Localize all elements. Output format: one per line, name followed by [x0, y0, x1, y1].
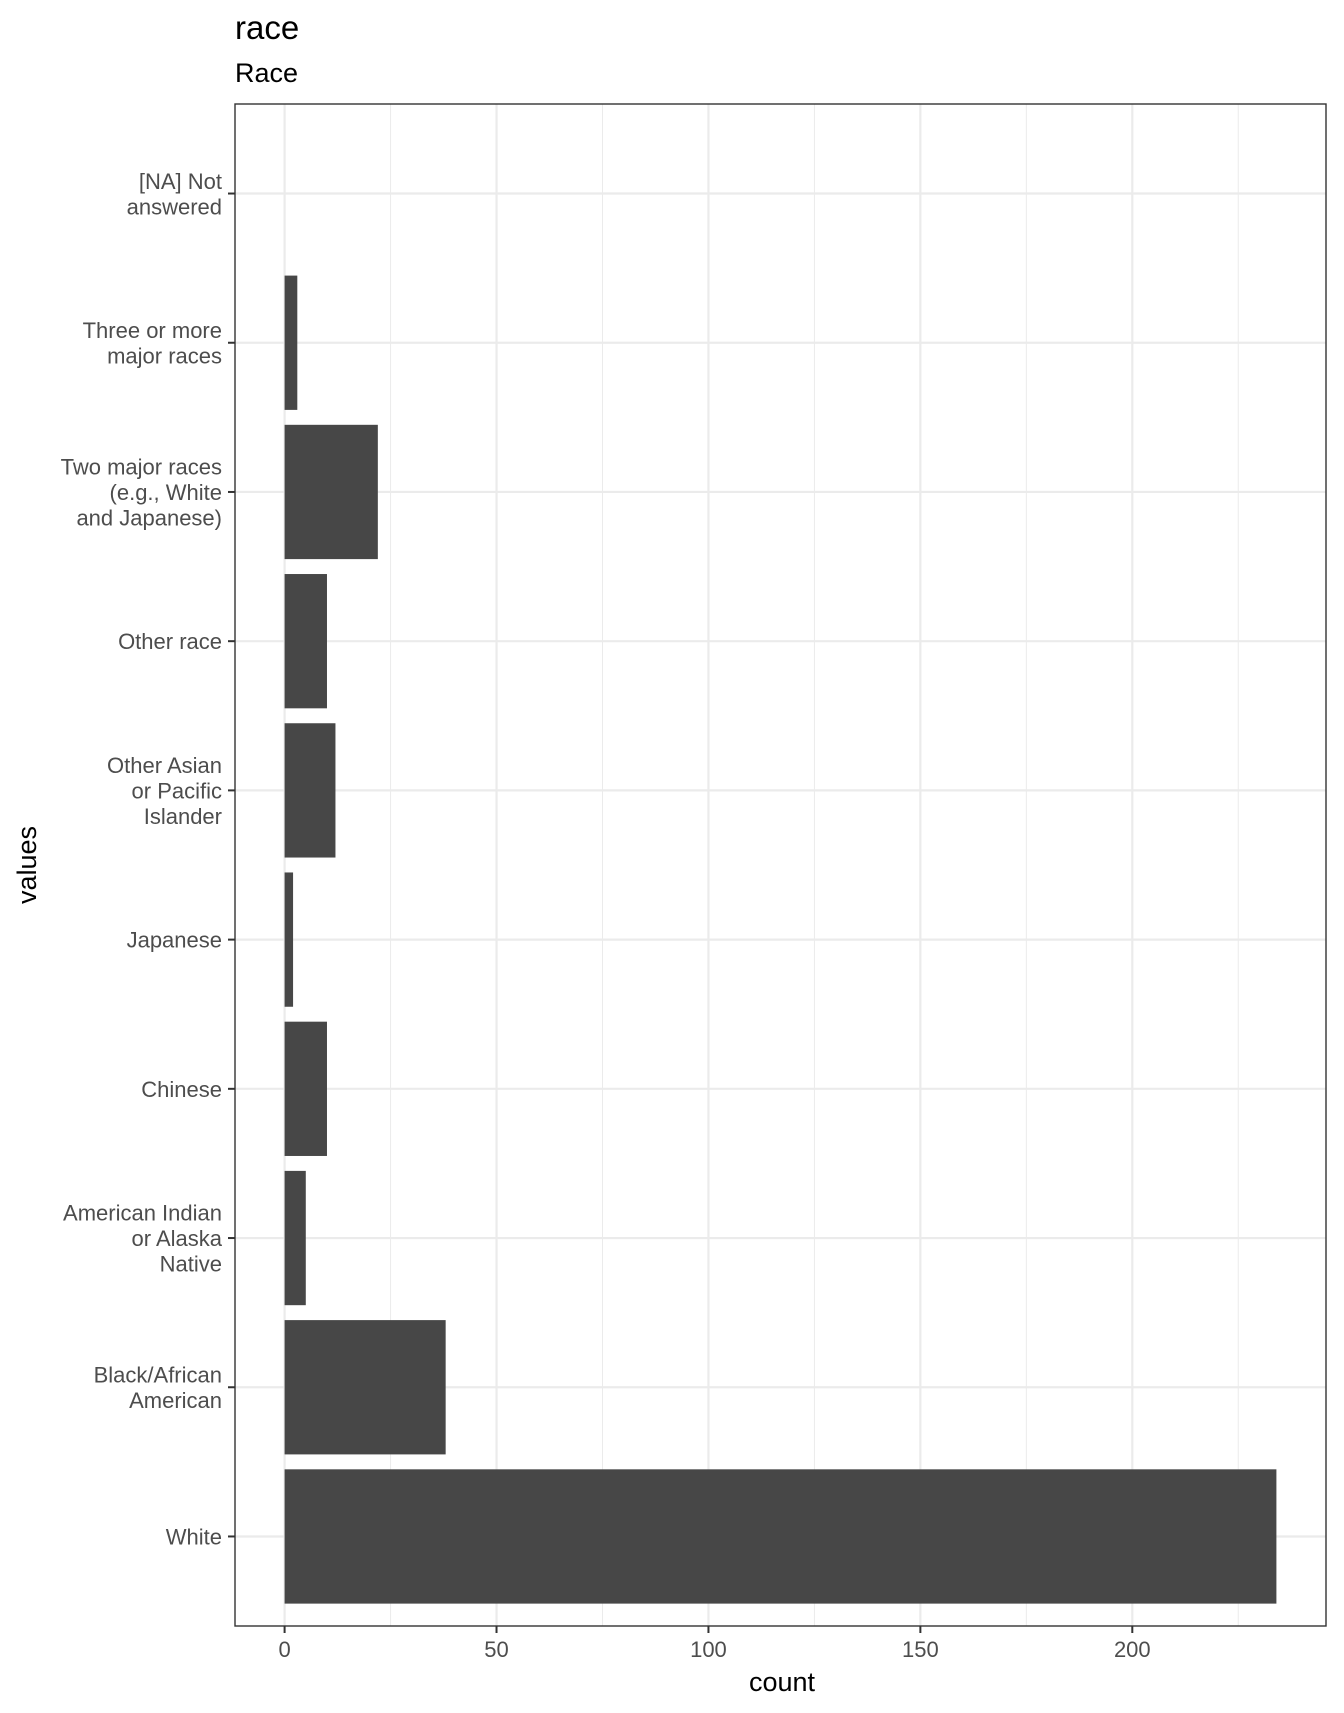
- x-tick-label: 150: [902, 1637, 939, 1662]
- bar-9: [284, 275, 298, 410]
- bars: [284, 275, 1277, 1604]
- y-axis-ticks: White Black/African American American India…: [61, 169, 235, 1549]
- y-axis-title: values: [12, 826, 42, 904]
- y-tick-label: Black/African American: [94, 1363, 222, 1414]
- y-tick-label: [NA] Not answered: [127, 169, 222, 220]
- bar-7: [284, 574, 327, 709]
- y-tick-label: Three or more major races: [83, 318, 222, 369]
- y-tick-label: Other Asian or Pacific Islander: [107, 753, 222, 829]
- bar-1: [284, 1469, 1277, 1604]
- panel-border: [234, 103, 1327, 1627]
- x-tick-label: 0: [278, 1637, 290, 1662]
- y-tick-label: Japanese: [127, 928, 222, 953]
- y-tick-label: Chinese: [141, 1077, 222, 1102]
- bar-4: [284, 1021, 327, 1156]
- x-tick-label: 200: [1114, 1637, 1151, 1662]
- x-tick-label: 50: [484, 1637, 508, 1662]
- chart-title: race: [235, 9, 299, 46]
- chart-subtitle: Race: [235, 58, 298, 88]
- y-tick-label: Two major races (e.g., White and Japanese): [61, 454, 222, 530]
- bar-5: [284, 872, 294, 1007]
- x-tick-label: 100: [690, 1637, 727, 1662]
- y-tick-label: White: [166, 1524, 222, 1549]
- bar-8: [284, 424, 378, 560]
- y-tick-label: American Indian or Alaska Native: [63, 1201, 223, 1277]
- y-tick-label: Other race: [118, 629, 222, 654]
- minor-gridlines: [390, 104, 1239, 1626]
- bar-2: [284, 1320, 446, 1455]
- bar-6: [284, 723, 336, 858]
- bar-3: [284, 1170, 306, 1306]
- x-axis-title: count: [749, 1667, 816, 1697]
- x-axis-ticks: 0 50 100 150 200: [278, 1626, 1151, 1662]
